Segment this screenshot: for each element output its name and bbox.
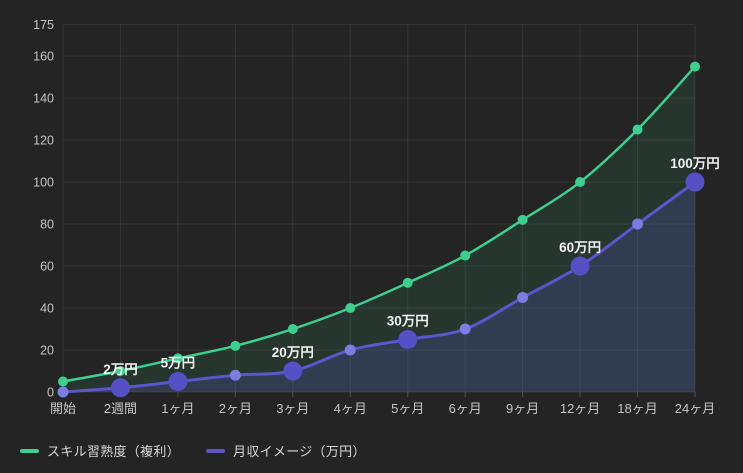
milestone-point — [110, 378, 130, 398]
x-axis-label: 2ヶ月 — [219, 401, 252, 416]
data-label: 30万円 — [387, 314, 429, 329]
data-point — [517, 214, 528, 225]
milestone-point — [398, 330, 418, 350]
data-point — [459, 323, 471, 335]
data-point — [632, 124, 643, 135]
y-axis-label: 60 — [40, 260, 54, 274]
data-point — [58, 376, 68, 387]
data-point — [460, 250, 471, 261]
legend-label-skill: スキル習熟度（複利） — [47, 444, 181, 459]
data-point — [172, 353, 183, 364]
x-axis-label: 24ヶ月 — [675, 401, 715, 416]
data-point — [344, 344, 356, 356]
x-axis-label: 5ヶ月 — [391, 401, 424, 416]
x-axis-label: 12ヶ月 — [560, 401, 600, 416]
y-axis-label: 40 — [40, 302, 54, 316]
data-point — [115, 366, 126, 377]
milestone-point — [283, 361, 303, 381]
milestone-point — [570, 256, 590, 276]
legend-swatch-purple-icon — [206, 448, 226, 453]
data-label: 2万円 — [103, 362, 138, 377]
x-axis-label: 1ヶ月 — [161, 401, 194, 416]
x-axis-label: 6ヶ月 — [449, 401, 482, 416]
y-axis-label: 120 — [33, 134, 54, 148]
data-label: 20万円 — [272, 345, 314, 360]
y-axis-label: 140 — [33, 92, 54, 106]
y-axis-label: 80 — [40, 218, 54, 232]
data-point — [230, 340, 241, 351]
series-area-0 — [63, 66, 695, 393]
data-point — [402, 277, 413, 288]
data-point — [57, 386, 69, 398]
legend-swatch-green-icon — [20, 448, 39, 453]
data-label: 5万円 — [161, 356, 196, 371]
chart-legend: スキル習熟度（複利） 月収イメージ（万円） — [20, 441, 366, 460]
legend-item-income[interactable]: 月収イメージ（万円） — [206, 441, 366, 460]
x-axis-label: 9ヶ月 — [506, 401, 539, 416]
x-axis-label: 2週間 — [104, 401, 137, 416]
data-point — [517, 292, 529, 304]
data-point — [632, 218, 644, 230]
y-axis-label: 175 — [33, 18, 54, 32]
data-label: 100万円 — [670, 156, 720, 171]
data-point — [229, 369, 241, 381]
data-point — [575, 177, 586, 188]
y-axis-label: 20 — [40, 344, 54, 358]
y-axis-label: 100 — [33, 176, 54, 190]
milestone-point — [168, 372, 188, 392]
data-label: 60万円 — [559, 240, 601, 255]
y-axis-label: 160 — [33, 50, 54, 64]
series-area-1 — [63, 182, 695, 392]
data-point — [690, 61, 700, 72]
y-axis-label: 0 — [47, 386, 54, 400]
x-axis-label: 18ヶ月 — [617, 401, 657, 416]
data-point — [287, 324, 298, 335]
data-point — [345, 303, 356, 314]
x-axis-label: 開始 — [50, 401, 76, 416]
milestone-point — [685, 172, 705, 192]
legend-item-skill[interactable]: スキル習熟度（複利） — [20, 441, 180, 460]
x-axis-label: 4ヶ月 — [334, 401, 367, 416]
legend-label-income: 月収イメージ（万円） — [233, 444, 366, 459]
line-chart: 0 20 40 60 80 100 120 140 160 175 開始 2週間 1ヶ月 2ヶ月 3ヶ月 4ヶ… — [33, 18, 720, 416]
x-axis-label: 3ヶ月 — [276, 401, 309, 416]
